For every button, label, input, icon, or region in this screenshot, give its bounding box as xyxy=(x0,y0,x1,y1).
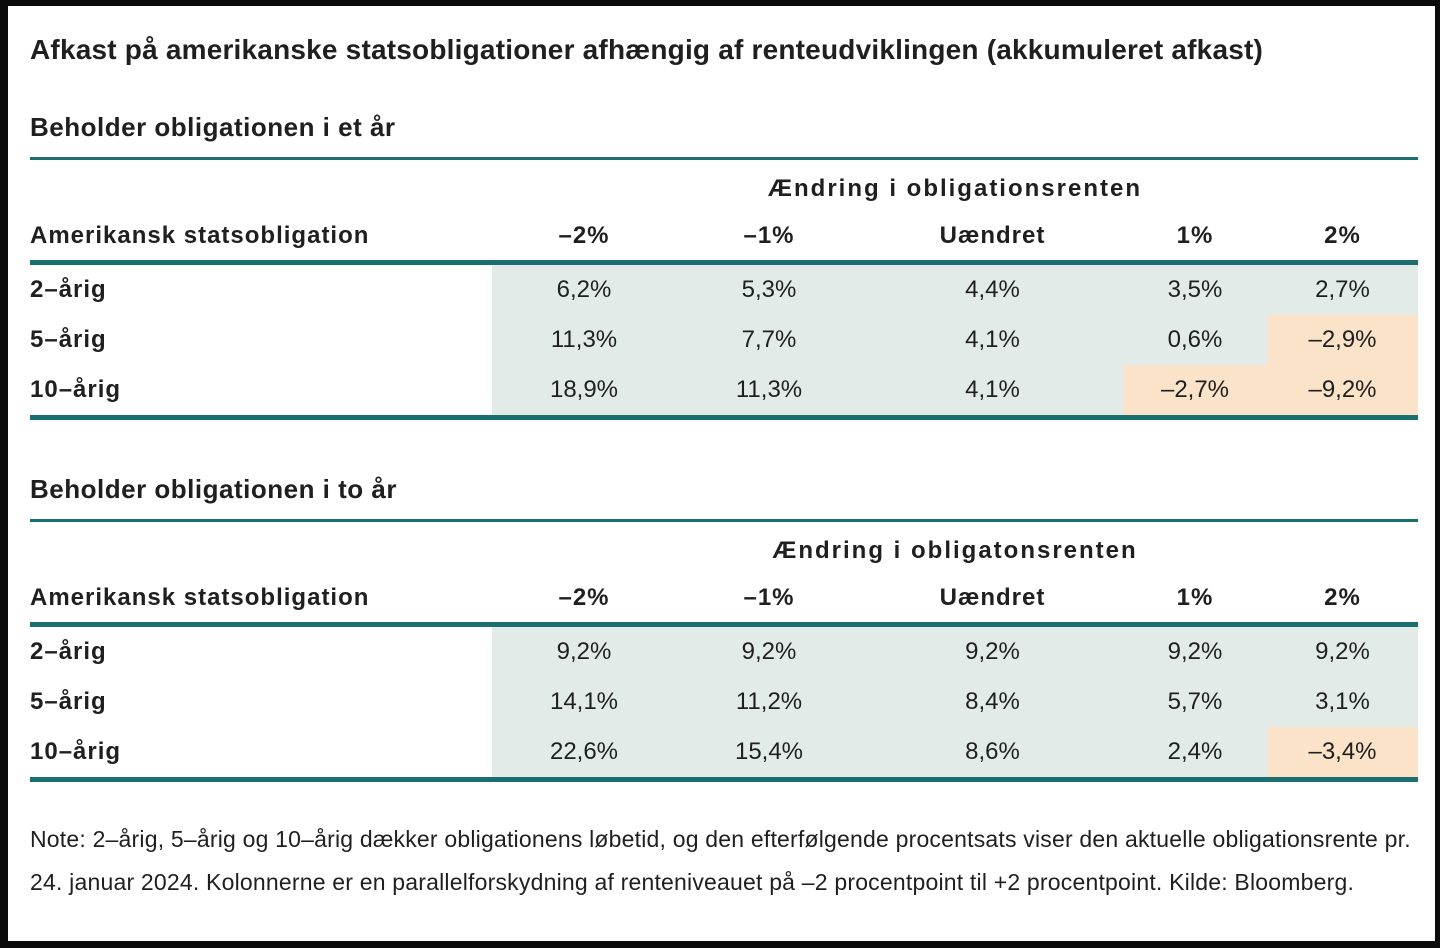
value-cell: 15,4% xyxy=(676,727,862,780)
value-cell: 8,6% xyxy=(862,727,1123,780)
row-label: 5–årig xyxy=(30,315,492,365)
value-cell: 8,4% xyxy=(862,677,1123,727)
value-cell: 9,2% xyxy=(1267,624,1419,677)
row-header: Amerikansk statsobligation xyxy=(30,584,370,611)
value-cell: –3,4% xyxy=(1267,727,1419,780)
page-title: Afkast på amerikanske statsobligationer … xyxy=(30,34,1264,65)
value-cell: 9,2% xyxy=(862,624,1123,677)
table-row-2y: 2–årig 6,2% 5,3% 4,4% 3,5% 2,7% xyxy=(30,262,1419,315)
row-header: Amerikansk statsobligation xyxy=(30,222,370,249)
value-cell: 14,1% xyxy=(492,677,676,727)
value-cell: 0,6% xyxy=(1123,315,1267,365)
row-label: 2–årig xyxy=(30,624,492,677)
group-header: Ændring i obligatonsrenten xyxy=(492,519,1419,574)
value-cell: 2,7% xyxy=(1267,262,1419,315)
value-cell: 9,2% xyxy=(492,624,676,677)
spacer-cell xyxy=(30,519,492,574)
section-title-two-year: Beholder obligationen i to år xyxy=(30,474,397,504)
value-cell: –9,2% xyxy=(1267,365,1419,418)
row-label: 5–årig xyxy=(30,677,492,727)
value-cell: 11,3% xyxy=(676,365,862,418)
value-cell: 3,1% xyxy=(1267,677,1419,727)
value-cell: –2,7% xyxy=(1123,365,1267,418)
note-text: Note: 2–årig, 5–årig og 10–årig dækker o… xyxy=(30,826,1411,895)
value-cell: 4,1% xyxy=(862,315,1123,365)
value-cell: 3,5% xyxy=(1123,262,1267,315)
group-header: Ændring i obligationsrenten xyxy=(492,157,1419,212)
bond-returns-table-two-year: Ændring i obligatonsrenten Amerikansk st… xyxy=(30,519,1419,782)
value-cell: 4,4% xyxy=(862,262,1123,315)
section-one-year: Beholder obligationen i et år Ændring i … xyxy=(30,112,1419,420)
column-header-minus1: –1% xyxy=(743,222,795,249)
table-row-2y: 2–årig 9,2% 9,2% 9,2% 9,2% 9,2% xyxy=(30,624,1419,677)
value-cell: 18,9% xyxy=(492,365,676,418)
table-row-10y: 10–årig 22,6% 15,4% 8,6% 2,4% –3,4% xyxy=(30,727,1419,780)
section-two-year: Beholder obligationen i to år Ændring i … xyxy=(30,474,1419,782)
column-header-unchanged: Uændret xyxy=(939,584,1046,611)
column-header-unchanged: Uændret xyxy=(939,222,1046,249)
column-header-minus1: –1% xyxy=(743,584,795,611)
value-cell: 7,7% xyxy=(676,315,862,365)
column-header-row: Amerikansk statsobligation –2% –1% Uændr… xyxy=(30,212,1418,263)
column-header-plus2: 2% xyxy=(1324,584,1361,611)
row-label: 10–årig xyxy=(30,365,492,418)
value-cell: 9,2% xyxy=(676,624,862,677)
value-cell: 11,2% xyxy=(676,677,862,727)
row-label: 2–årig xyxy=(30,262,492,315)
bond-returns-table-one-year: Ændring i obligationsrenten Amerikansk s… xyxy=(30,157,1419,420)
value-cell: 5,3% xyxy=(676,262,862,315)
column-header-minus2: –2% xyxy=(558,222,610,249)
value-cell: 9,2% xyxy=(1123,624,1267,677)
table-row-5y: 5–årig 11,3% 7,7% 4,1% 0,6% –2,9% xyxy=(30,315,1419,365)
section-title-one-year: Beholder obligationen i et år xyxy=(30,112,396,142)
column-header-row: Amerikansk statsobligation –2% –1% Uændr… xyxy=(30,574,1418,625)
spacer-cell xyxy=(30,157,492,212)
table-row-10y: 10–årig 18,9% 11,3% 4,1% –2,7% –9,2% xyxy=(30,365,1419,418)
row-label: 10–årig xyxy=(30,727,492,780)
value-cell: 5,7% xyxy=(1123,677,1267,727)
column-header-plus1: 1% xyxy=(1176,584,1214,611)
value-cell: –2,9% xyxy=(1267,315,1419,365)
value-cell: 6,2% xyxy=(492,262,676,315)
value-cell: 4,1% xyxy=(862,365,1123,418)
group-header-row: Ændring i obligationsrenten xyxy=(30,157,1419,212)
value-cell: 2,4% xyxy=(1123,727,1267,780)
column-header-plus2: 2% xyxy=(1324,222,1361,249)
column-header-plus1: 1% xyxy=(1176,222,1214,249)
group-header-row: Ændring i obligatonsrenten xyxy=(30,519,1419,574)
table-row-5y: 5–årig 14,1% 11,2% 8,4% 5,7% 3,1% xyxy=(30,677,1419,727)
column-header-minus2: –2% xyxy=(558,584,610,611)
value-cell: 11,3% xyxy=(492,315,676,365)
value-cell: 22,6% xyxy=(492,727,676,780)
